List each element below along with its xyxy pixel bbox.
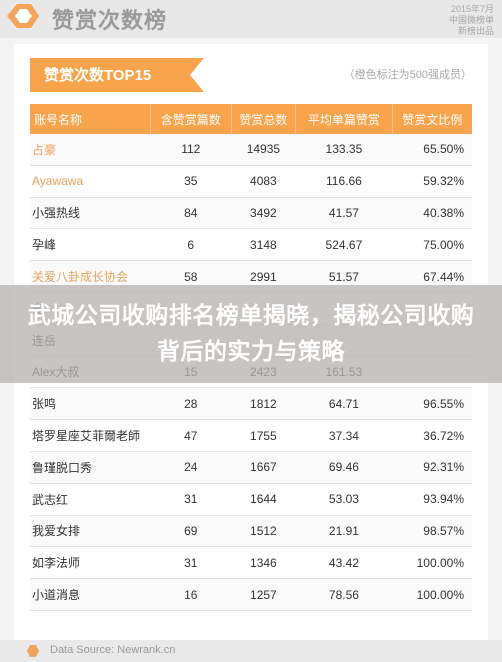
table-row: 鲁瑾脱口秀 24 1667 69.46 92.31% — [30, 451, 472, 484]
top500-note: （橙色标注为500强成员） — [343, 69, 472, 81]
table-row: 孕峰 6 3148 524.67 75.00% — [30, 228, 472, 262]
page-title: 赞赏次数榜 — [52, 8, 168, 33]
posts-cell: 47 — [150, 419, 232, 452]
page-footer: Data Source: Newrank.cn — [0, 640, 502, 662]
ratio-cell: 100.00% — [392, 546, 472, 580]
newrank-logo-icon — [7, 4, 39, 28]
average-cell: 21.91 — [295, 515, 393, 548]
column-header: 含赞赏篇数 — [150, 104, 232, 134]
ratio-cell: 96.55% — [392, 387, 472, 421]
ratio-cell: 92.31% — [392, 451, 472, 484]
data-source: Data Source: Newrank.cn — [50, 644, 176, 656]
average-cell: 116.66 — [295, 165, 393, 198]
table-row: 占豪 112 14935 133.35 65.50% — [30, 134, 472, 166]
average-cell: 133.35 — [295, 134, 393, 166]
newrank-logo-icon — [27, 645, 39, 657]
ranking-ribbon: 赞赏次数TOP15 — [30, 58, 204, 92]
average-cell: 43.42 — [295, 546, 393, 580]
posts-cell: 6 — [150, 228, 232, 262]
headline-banner: 武城公司收购排名榜单揭晓，揭秘公司收购背后的实力与策略 — [0, 285, 502, 383]
page-header: 赞赏次数榜 2015年7月 中国微榜单 新榜出品 — [0, 0, 502, 38]
header-date: 2015年7月 中国微榜单 新榜出品 — [448, 4, 494, 36]
table-header-row: 账号名称 含赞赏篇数 赞赏总数 平均单篇赞赏 赞赏文比例 — [30, 104, 472, 134]
account-name-cell: 鲁瑾脱口秀 — [30, 451, 151, 484]
table-row: 我爱女排 69 1512 21.91 98.57% — [30, 515, 472, 548]
column-header: 平均单篇赞赏 — [295, 104, 393, 134]
ratio-cell: 75.00% — [392, 228, 472, 262]
account-name-cell: 我爱女排 — [30, 515, 151, 548]
table-row: 小强热线 84 3492 41.57 40.38% — [30, 197, 472, 230]
account-name-cell: Ayawawa — [30, 165, 151, 198]
average-cell: 78.56 — [295, 578, 393, 611]
posts-cell: 31 — [150, 483, 232, 516]
posts-cell: 24 — [150, 451, 232, 484]
table-row: 小道消息 16 1257 78.56 100.00% — [30, 578, 472, 611]
account-name-cell: 小道消息 — [30, 578, 151, 611]
ratio-cell: 40.38% — [392, 197, 472, 230]
posts-cell: 16 — [150, 578, 232, 611]
posts-cell: 84 — [150, 197, 232, 230]
average-cell: 53.03 — [295, 483, 393, 516]
total-cell: 1512 — [231, 515, 296, 548]
posts-cell: 69 — [150, 515, 232, 548]
table-row: 张鸣 28 1812 64.71 96.55% — [30, 387, 472, 421]
total-cell: 1812 — [231, 387, 296, 421]
posts-cell: 28 — [150, 387, 232, 421]
table-row: 武志红 31 1644 53.03 93.94% — [30, 483, 472, 516]
ratio-cell: 36.72% — [392, 419, 472, 452]
posts-cell: 35 — [150, 165, 232, 198]
account-name-cell: 如李法师 — [30, 546, 151, 580]
total-cell: 14935 — [231, 134, 296, 166]
account-name-cell: 武志红 — [30, 483, 151, 516]
total-cell: 1644 — [231, 483, 296, 516]
average-cell: 37.34 — [295, 419, 393, 452]
posts-cell: 112 — [150, 134, 232, 166]
average-cell: 64.71 — [295, 387, 393, 421]
total-cell: 3148 — [231, 228, 296, 262]
ratio-cell: 98.57% — [392, 515, 472, 548]
ratio-cell: 100.00% — [392, 578, 472, 611]
table-row: 塔罗星座艾菲爾老師 47 1755 37.34 36.72% — [30, 419, 472, 452]
ratio-cell: 65.50% — [392, 134, 472, 166]
ratio-cell: 59.32% — [392, 165, 472, 198]
account-name-cell: 小强热线 — [30, 197, 151, 230]
total-cell: 3492 — [231, 197, 296, 230]
total-cell: 1755 — [231, 419, 296, 452]
account-name-cell: 孕峰 — [30, 228, 151, 262]
total-cell: 4083 — [231, 165, 296, 198]
posts-cell: 31 — [150, 546, 232, 580]
account-name-cell: 张鸣 — [30, 387, 151, 421]
average-cell: 524.67 — [295, 228, 393, 262]
column-header: 赞赏文比例 — [392, 104, 472, 134]
total-cell: 1346 — [231, 546, 296, 580]
total-cell: 1667 — [231, 451, 296, 484]
average-cell: 41.57 — [295, 197, 393, 230]
average-cell: 69.46 — [295, 451, 393, 484]
ratio-cell: 93.94% — [392, 483, 472, 516]
column-header: 赞赏总数 — [231, 104, 297, 134]
column-header: 账号名称 — [30, 104, 151, 134]
table-row: 如李法师 31 1346 43.42 100.00% — [30, 546, 472, 580]
total-cell: 1257 — [231, 578, 296, 611]
ribbon-label: 赞赏次数TOP15 — [44, 67, 152, 84]
headline-text: 武城公司收购排名榜单揭晓，揭秘公司收购背后的实力与策略 — [27, 302, 475, 364]
account-name-cell: 塔罗星座艾菲爾老師 — [30, 419, 151, 452]
table-row: Ayawawa 35 4083 116.66 59.32% — [30, 165, 472, 198]
account-name-cell: 占豪 — [30, 134, 151, 166]
